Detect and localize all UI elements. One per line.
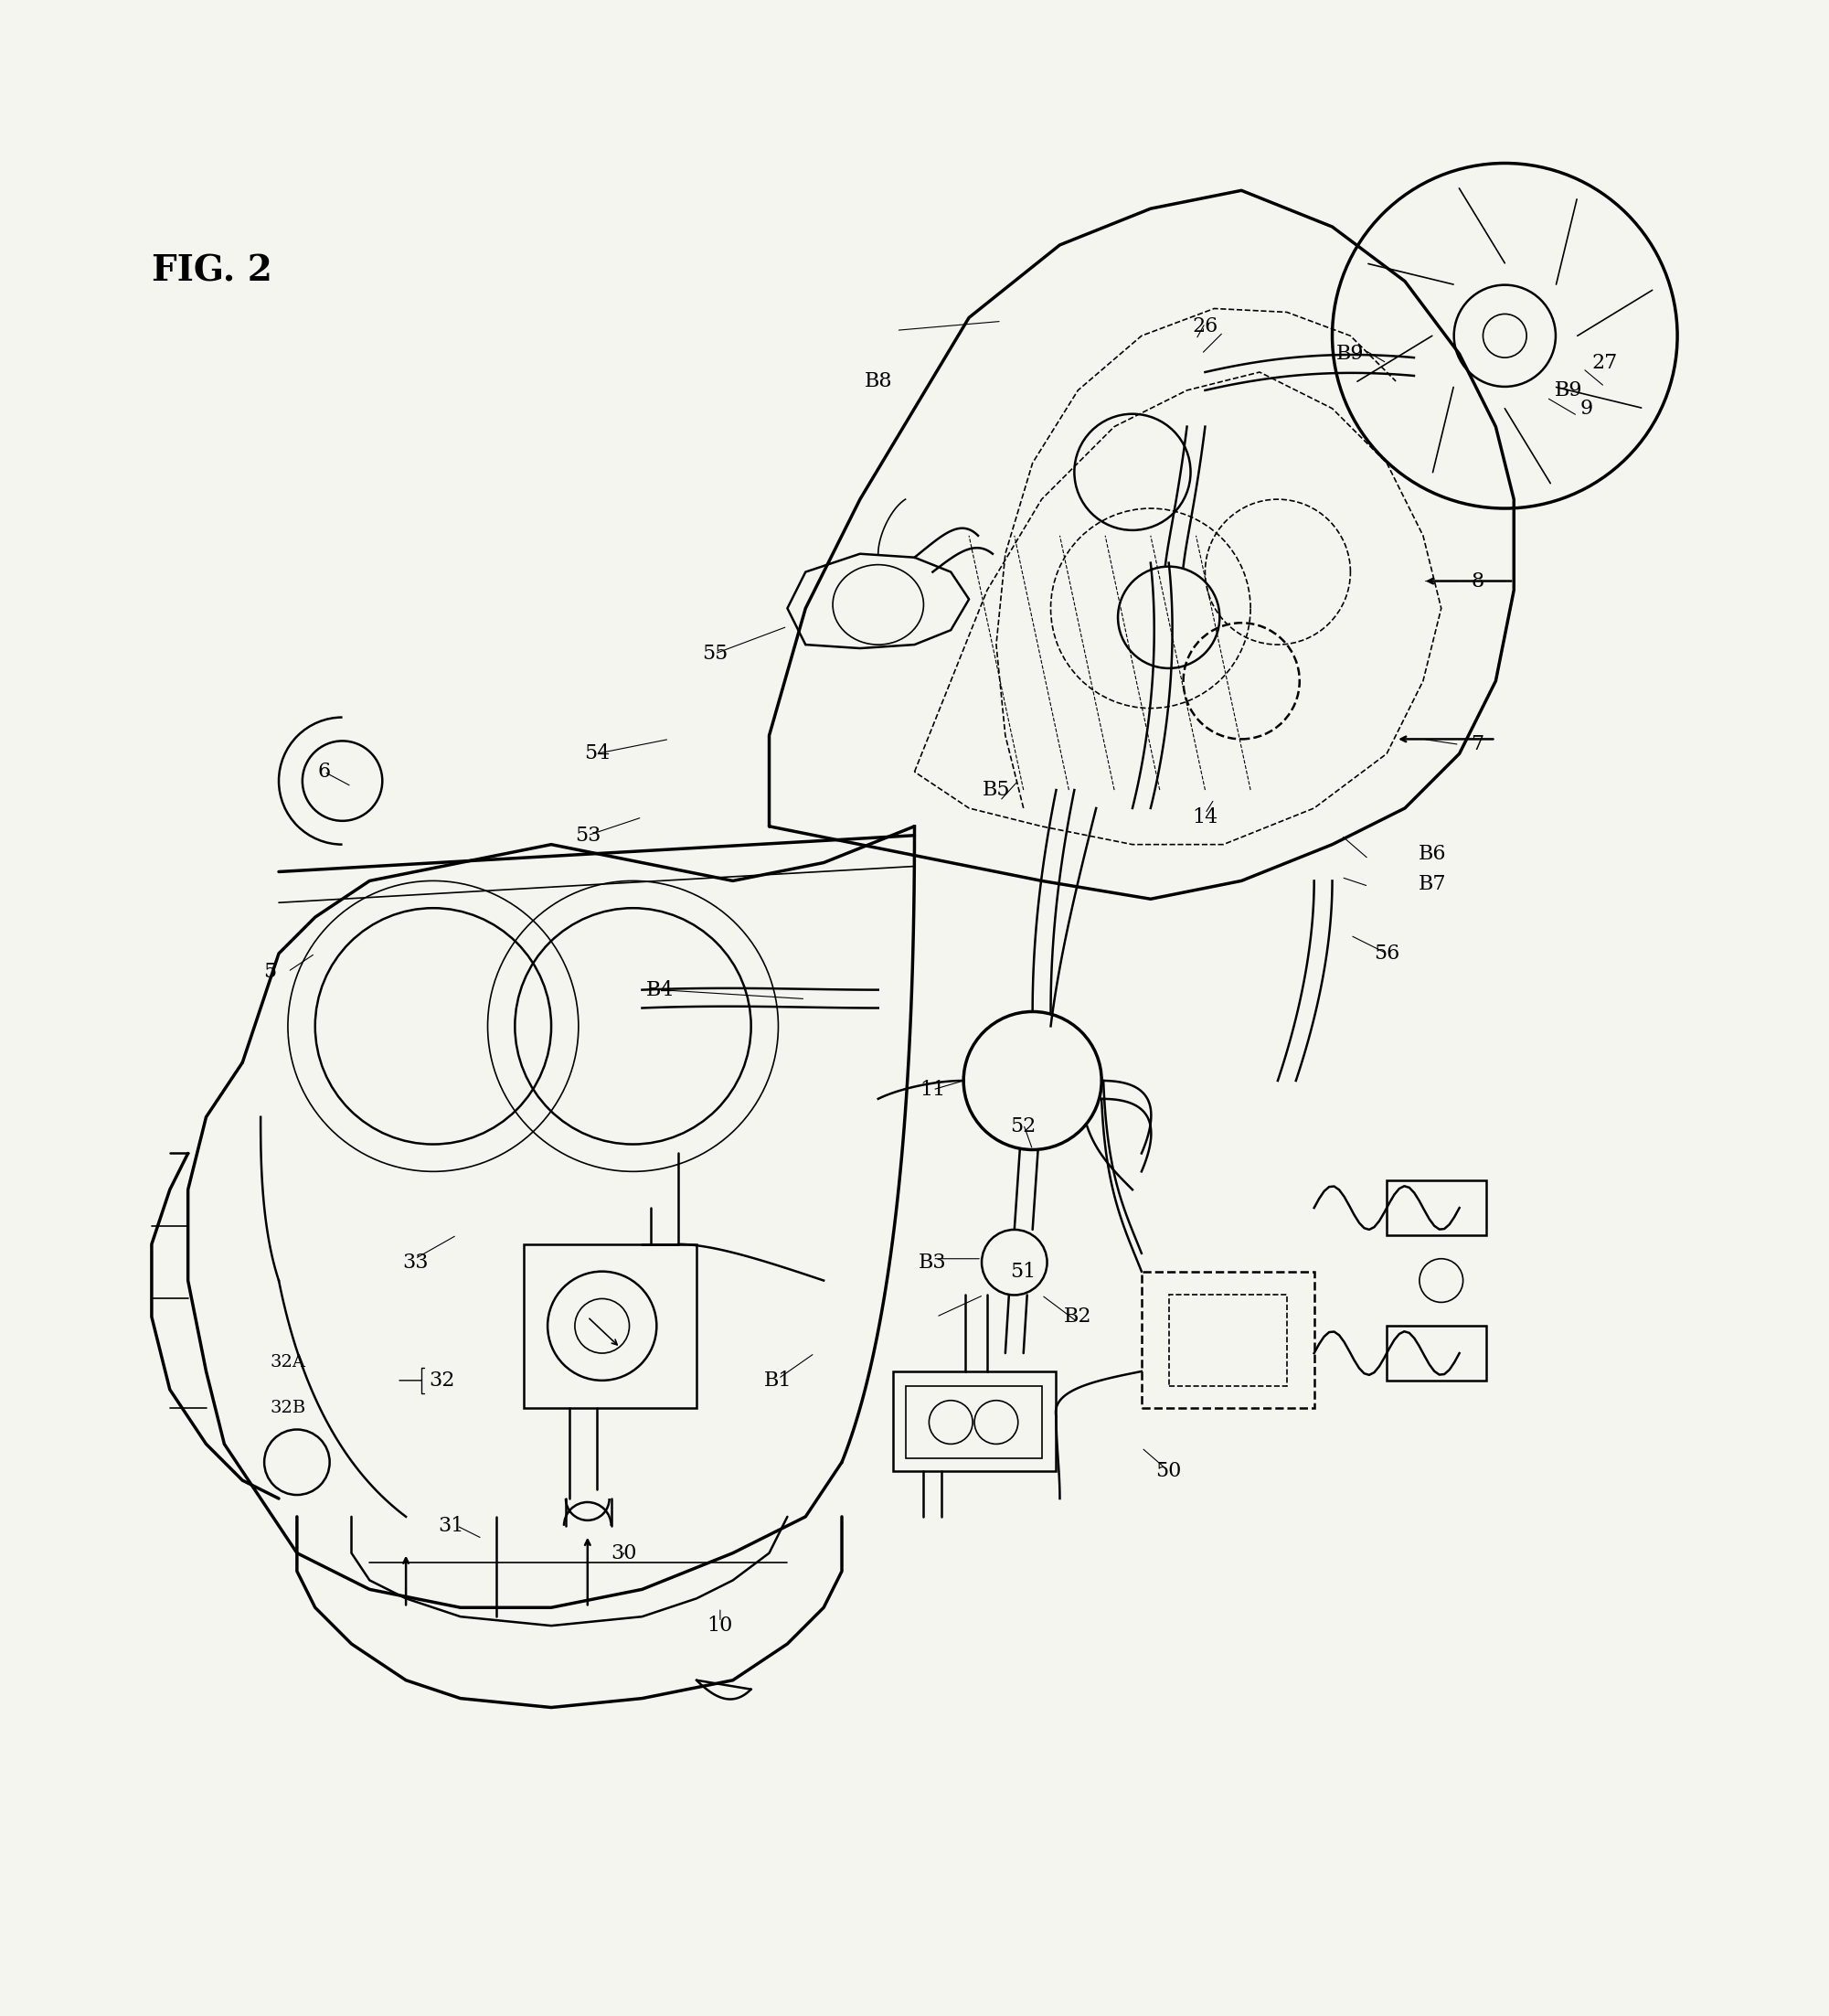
- Text: 32: 32: [430, 1371, 455, 1391]
- Text: 11: 11: [920, 1081, 946, 1101]
- Text: 5: 5: [263, 962, 276, 982]
- Text: B8: B8: [863, 371, 893, 391]
- Text: 55: 55: [702, 643, 728, 663]
- Text: 32A: 32A: [271, 1355, 305, 1371]
- Text: 14: 14: [1193, 806, 1218, 827]
- Text: 32B: 32B: [271, 1399, 305, 1415]
- Bar: [1386, 1181, 1487, 1236]
- Bar: [523, 1244, 697, 1407]
- Text: 9: 9: [1580, 399, 1593, 419]
- Bar: [1141, 1272, 1313, 1407]
- Text: B1: B1: [765, 1371, 792, 1391]
- Text: 8: 8: [1471, 571, 1483, 591]
- Text: B6: B6: [1417, 843, 1447, 863]
- Text: 30: 30: [611, 1542, 636, 1562]
- Text: 26: 26: [1193, 317, 1218, 337]
- Text: B7: B7: [1417, 875, 1447, 895]
- Text: 33: 33: [402, 1252, 428, 1272]
- Text: B5: B5: [982, 780, 1010, 800]
- Text: B4: B4: [646, 980, 675, 1000]
- Bar: [893, 1371, 1055, 1472]
- Text: B2: B2: [1064, 1306, 1092, 1327]
- Text: 52: 52: [1011, 1117, 1037, 1137]
- Bar: [905, 1385, 1043, 1458]
- Text: 27: 27: [1591, 353, 1617, 373]
- Text: 51: 51: [1011, 1262, 1037, 1282]
- Text: 6: 6: [318, 762, 331, 782]
- Text: 56: 56: [1374, 943, 1399, 964]
- Text: 10: 10: [708, 1615, 733, 1635]
- Text: 53: 53: [574, 825, 600, 845]
- Text: 7: 7: [1471, 734, 1483, 754]
- Text: FIG. 2: FIG. 2: [152, 254, 273, 288]
- Text: 50: 50: [1156, 1462, 1182, 1482]
- Text: 54: 54: [583, 744, 609, 764]
- Bar: [1386, 1327, 1487, 1381]
- Text: B3: B3: [918, 1252, 947, 1272]
- Text: 31: 31: [439, 1516, 465, 1536]
- Text: B9: B9: [1555, 381, 1582, 401]
- Text: B9: B9: [1337, 345, 1364, 365]
- Bar: [1169, 1294, 1288, 1385]
